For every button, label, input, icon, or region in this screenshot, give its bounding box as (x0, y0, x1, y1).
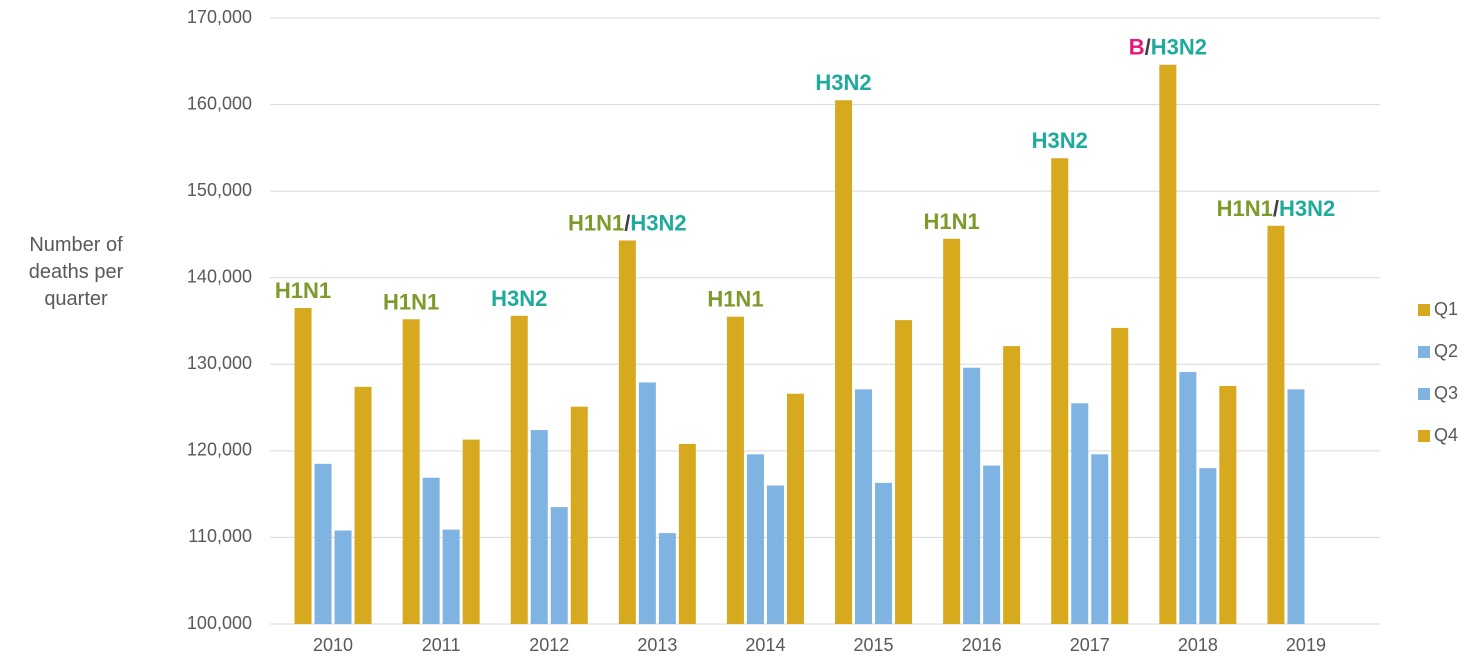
annotation-part: / (1145, 35, 1151, 60)
x-tick-label: 2019 (1286, 635, 1326, 655)
bar (1219, 385, 1237, 624)
bar (746, 454, 764, 624)
legend-label: Q4 (1434, 425, 1458, 445)
bar (334, 530, 352, 624)
bar (786, 393, 804, 624)
y-axis-label: Number of deaths per quarter (28, 234, 124, 310)
bar (638, 382, 656, 624)
annotation: H1N1 (383, 289, 439, 314)
x-tick-label: 2012 (529, 635, 569, 655)
bar (442, 529, 460, 624)
annotation-part: H3N2 (815, 70, 871, 95)
bar (1199, 468, 1217, 624)
annotation: H1N1/H3N2 (568, 210, 687, 235)
y-tick-label: 150,000 (187, 180, 252, 200)
annotation-part: H3N2 (630, 210, 686, 235)
x-tick-label: 2010 (313, 635, 353, 655)
bar (678, 443, 696, 624)
y-tick-label: 110,000 (188, 526, 252, 546)
x-tick-label: 2015 (854, 635, 894, 655)
bar (1159, 64, 1177, 624)
annotation: H1N1 (924, 209, 980, 234)
bar (983, 465, 1001, 624)
annotation-part: H1N1 (707, 287, 763, 312)
bar (294, 308, 312, 624)
legend-swatch (1418, 388, 1430, 400)
bar (1051, 158, 1069, 624)
annotation: H1N1/H3N2 (1217, 196, 1336, 221)
bar (1111, 327, 1129, 624)
legend-swatch (1418, 430, 1430, 442)
annotation-part: H1N1 (1217, 196, 1273, 221)
bar (550, 507, 568, 624)
x-tick-label: 2014 (745, 635, 785, 655)
annotation-part: H1N1 (924, 209, 980, 234)
annotation-part: H1N1 (383, 289, 439, 314)
annotation-part: H1N1 (275, 278, 331, 303)
bar (510, 315, 528, 624)
bar (1287, 389, 1305, 624)
legend-label: Q2 (1434, 341, 1458, 361)
bar (354, 386, 372, 624)
legend-label: Q1 (1434, 299, 1458, 319)
bar (963, 367, 981, 624)
bar (875, 482, 893, 624)
bar (895, 320, 913, 624)
y-tick-label: 170,000 (187, 7, 252, 27)
x-tick-label: 2011 (422, 635, 461, 655)
annotation: H3N2 (491, 286, 547, 311)
bar (530, 430, 548, 624)
bar (943, 238, 961, 624)
annotation-part: H3N2 (1279, 196, 1335, 221)
legend-swatch (1418, 304, 1430, 316)
annotation: H3N2 (815, 70, 871, 95)
annotation: H3N2 (1032, 128, 1088, 153)
annotation-part: H3N2 (491, 286, 547, 311)
bar (1003, 346, 1021, 624)
bar (1179, 372, 1197, 624)
legend-label: Q3 (1434, 383, 1458, 403)
y-tick-label: 130,000 (187, 353, 252, 373)
bar (618, 240, 636, 624)
annotation-part: H1N1 (568, 210, 624, 235)
bar (1071, 403, 1089, 624)
bar (658, 533, 676, 624)
bar (314, 463, 332, 624)
annotation-part: / (624, 210, 630, 235)
annotation-part: / (1273, 196, 1279, 221)
x-tick-label: 2018 (1178, 635, 1218, 655)
bar (462, 439, 480, 624)
annotation: H1N1 (275, 278, 331, 303)
x-tick-label: 2016 (962, 635, 1002, 655)
bar (1267, 225, 1285, 624)
annotation-part: H3N2 (1151, 35, 1207, 60)
bar (402, 319, 420, 624)
y-tick-label: 100,000 (187, 613, 252, 633)
annotation-part: B (1129, 35, 1145, 60)
bar (422, 477, 440, 624)
bar (855, 389, 873, 624)
y-tick-label: 160,000 (187, 93, 252, 113)
bar (570, 406, 588, 624)
bar (726, 316, 744, 624)
x-tick-label: 2017 (1070, 635, 1110, 655)
bar (1091, 454, 1109, 624)
annotation: H1N1 (707, 287, 763, 312)
y-tick-label: 120,000 (187, 440, 252, 460)
y-tick-label: 140,000 (187, 266, 252, 286)
x-tick-label: 2013 (637, 635, 677, 655)
annotation-part: H3N2 (1032, 128, 1088, 153)
legend-swatch (1418, 346, 1430, 358)
bar (835, 100, 853, 624)
bar (766, 485, 784, 624)
annotation: B/H3N2 (1129, 35, 1207, 60)
